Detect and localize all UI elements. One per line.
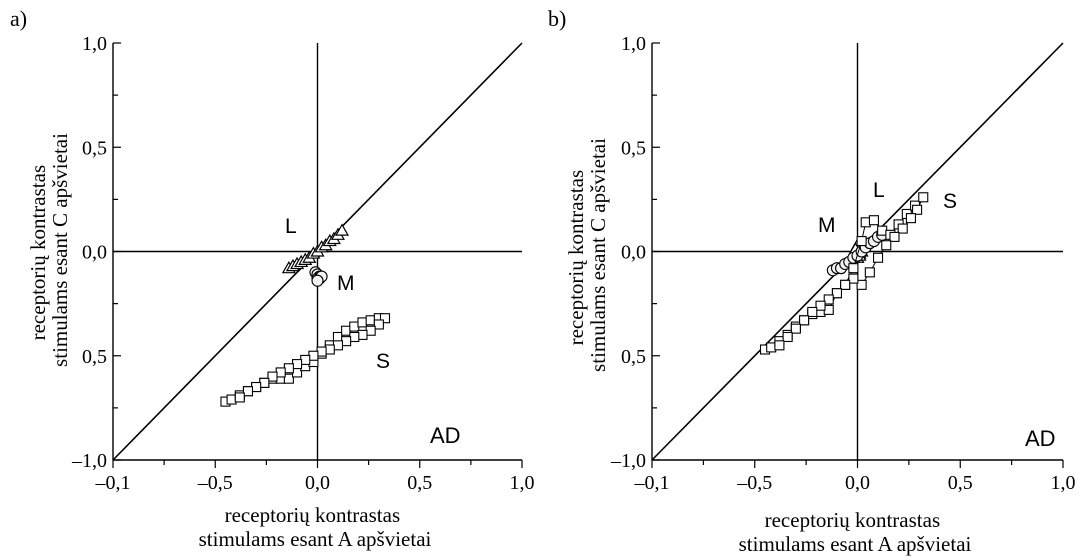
y-tick-label: 1,0 xyxy=(82,33,107,55)
data-point xyxy=(766,342,777,353)
data-point xyxy=(889,231,900,242)
data-point xyxy=(897,223,908,234)
x-tick-label: 1,0 xyxy=(1051,472,1076,494)
y-axis-title-line-2: stimulams esant C apšvietai xyxy=(48,133,72,367)
panel-b: b) AD receptorių kontrastas stimulams es… xyxy=(548,6,1076,556)
series-label-M: M xyxy=(818,214,836,237)
series-label-S: S xyxy=(943,190,957,213)
y-tick-label: 0,5 xyxy=(621,137,646,159)
x-axis-title-line-1: receptorių kontrastas xyxy=(225,503,401,527)
series-label-L: L xyxy=(285,215,297,238)
data-point xyxy=(234,392,245,403)
data-point xyxy=(373,319,384,330)
data-point xyxy=(831,288,843,299)
panel-a: a) AD receptorių kontrastas stimulams es… xyxy=(10,6,535,551)
data-point xyxy=(881,240,892,251)
data-point xyxy=(823,304,834,315)
data-point xyxy=(379,313,391,324)
ticks xyxy=(112,42,523,468)
x-axis-title: receptorių kontrastas stimulams esant A … xyxy=(739,508,972,556)
data-point xyxy=(848,263,859,274)
y-tick-label: 0,5 xyxy=(82,137,107,159)
series-S: S xyxy=(759,190,957,355)
x-tick-label: 0,5 xyxy=(948,472,973,494)
y-tick-label: –1,0 xyxy=(610,450,646,472)
y-tick-label: –1,0 xyxy=(71,450,107,472)
y-axis-title: receptorių kontrastas stimulams esant C … xyxy=(564,138,610,372)
x-tick-label: –0,1 xyxy=(634,472,670,494)
series-label-M: M xyxy=(337,272,355,295)
data-point xyxy=(807,306,818,318)
x-tick-label: 1,0 xyxy=(510,472,535,494)
y-axis-title-line-1: receptorių kontrastas xyxy=(564,170,588,346)
data-point xyxy=(912,204,923,215)
x-tick-label: –0,1 xyxy=(95,472,131,494)
data-point xyxy=(872,252,884,263)
x-tick-label: 0,5 xyxy=(407,472,432,494)
data-point xyxy=(856,279,867,290)
data-point xyxy=(283,373,294,384)
data-point xyxy=(840,279,851,290)
y-axis-title-line-2: stimulams esant C apšvietai xyxy=(586,138,610,372)
data-point xyxy=(311,274,324,287)
x-axis-title-line-1: receptorių kontrastas xyxy=(765,508,941,532)
y-tick-label: 1,0 xyxy=(621,33,646,55)
series-M: M xyxy=(309,266,355,295)
data-point xyxy=(918,192,929,203)
x-axis-title: receptorių kontrastas stimulams esant A … xyxy=(199,503,432,551)
panel-label: a) xyxy=(10,6,27,31)
series-label-S: S xyxy=(376,350,390,373)
x-axis-title-line-2: stimulams esant A apšvietai xyxy=(199,527,432,551)
data-point xyxy=(774,340,785,351)
series-label-L: L xyxy=(873,179,885,202)
data-point xyxy=(823,294,834,305)
data-point xyxy=(905,213,916,224)
data-point xyxy=(856,236,867,247)
data-point xyxy=(864,267,875,278)
data-point xyxy=(815,300,826,311)
data-point xyxy=(335,223,350,236)
y-axis-title-line-1: receptorių kontrastas xyxy=(26,165,50,341)
corner-label: AD xyxy=(1025,426,1056,451)
x-tick-label: –0,5 xyxy=(736,472,772,494)
data-point xyxy=(877,225,888,236)
data-point xyxy=(868,215,879,226)
data-point xyxy=(267,371,278,382)
y-tick-label: 0,5 xyxy=(621,346,646,368)
y-axis-title: receptorių kontrastas stimulams esant C … xyxy=(26,133,72,367)
y-tick-label: 0,5 xyxy=(82,346,107,368)
data-point xyxy=(790,323,801,334)
ticks xyxy=(651,42,1064,468)
panel-label: b) xyxy=(548,6,566,31)
series-L: L xyxy=(281,215,350,274)
x-axis-title-line-2: stimulams esant A apšvietai xyxy=(739,532,972,556)
x-tick-label: –0,5 xyxy=(197,472,233,494)
y-tick-label: 0,0 xyxy=(82,242,107,264)
data-point xyxy=(848,273,859,284)
y-tick-label: 0,0 xyxy=(621,242,646,264)
data-point xyxy=(860,217,871,228)
corner-label: AD xyxy=(430,423,461,448)
data-point xyxy=(782,331,793,343)
data-point xyxy=(242,386,254,397)
series-S: S xyxy=(220,313,391,407)
x-tick-label: 0,0 xyxy=(305,472,330,494)
data-point xyxy=(799,315,810,326)
x-tick-label: 0,0 xyxy=(845,472,870,494)
